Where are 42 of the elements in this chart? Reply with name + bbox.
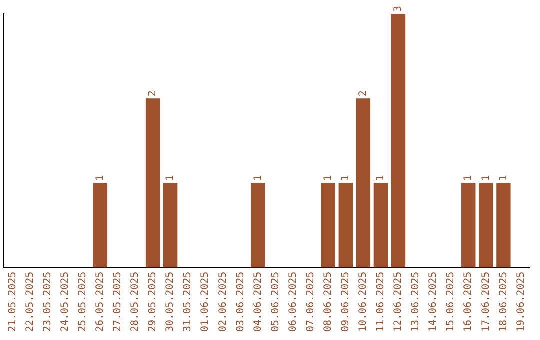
x-tick-label: 06.06.2025 xyxy=(288,272,299,332)
x-tick-label: 03.06.2025 xyxy=(235,272,246,332)
data-label: 2 xyxy=(358,90,370,97)
data-label: 1 xyxy=(252,175,264,182)
data-label: 1 xyxy=(376,175,387,182)
x-tick-label: 04.06.2025 xyxy=(252,272,264,332)
x-tick-label: 31.05.2025 xyxy=(182,272,194,332)
x-tick-label: 27.05.2025 xyxy=(112,272,124,332)
data-label: 1 xyxy=(340,175,352,182)
x-tick-label: 16.06.2025 xyxy=(463,272,474,332)
x-tick-label: 28.05.2025 xyxy=(130,272,142,332)
x-tick-label: 19.06.2025 xyxy=(516,272,527,332)
x-tick-label: 24.05.2025 xyxy=(60,272,71,332)
x-tick-label: 08.06.2025 xyxy=(322,272,334,332)
data-label: 1 xyxy=(463,175,474,182)
data-label: 1 xyxy=(95,175,106,182)
x-tick-label: 10.06.2025 xyxy=(358,272,370,332)
x-tick-label: 13.06.2025 xyxy=(410,272,422,332)
x-tick-label: 21.05.2025 xyxy=(7,272,18,332)
data-label: 1 xyxy=(165,175,176,182)
x-tick-label: 15.06.2025 xyxy=(446,272,457,332)
x-tick-label: 26.05.2025 xyxy=(95,272,106,332)
x-tick-label: 25.05.2025 xyxy=(77,272,88,332)
data-label: 3 xyxy=(393,6,404,12)
data-label: 1 xyxy=(480,175,492,182)
x-tick-label: 05.06.2025 xyxy=(270,272,282,332)
x-tick-label: 30.05.2025 xyxy=(165,272,176,332)
data-label: 1 xyxy=(498,175,510,182)
x-tick-label: 23.05.2025 xyxy=(42,272,54,332)
x-tick-label: 09.06.2025 xyxy=(340,272,352,332)
x-tick-label: 02.06.2025 xyxy=(218,272,229,332)
x-tick-label: 22.05.2025 xyxy=(24,272,36,332)
x-tick-label: 12.06.2025 xyxy=(393,272,404,332)
x-tick-label: 29.05.2025 xyxy=(148,272,159,332)
x-tick-label: 17.06.2025 xyxy=(480,272,492,332)
x-tick-label: 11.06.2025 xyxy=(376,272,387,332)
x-tick-label: 01.06.2025 xyxy=(200,272,212,332)
x-tick-label: 07.06.2025 xyxy=(305,272,316,332)
data-label: 2 xyxy=(148,90,159,97)
x-tick-label: 18.06.2025 xyxy=(498,272,510,332)
x-tick-label: 14.06.2025 xyxy=(428,272,440,332)
data-label: 1 xyxy=(322,175,334,182)
